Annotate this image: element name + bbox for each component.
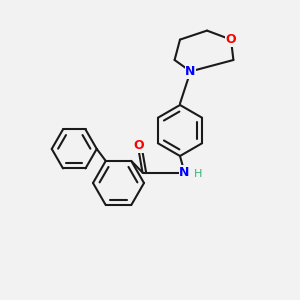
Text: O: O	[226, 33, 236, 46]
Text: H: H	[194, 169, 202, 179]
Text: O: O	[133, 139, 144, 152]
Text: N: N	[185, 65, 196, 78]
Text: N: N	[179, 166, 190, 179]
